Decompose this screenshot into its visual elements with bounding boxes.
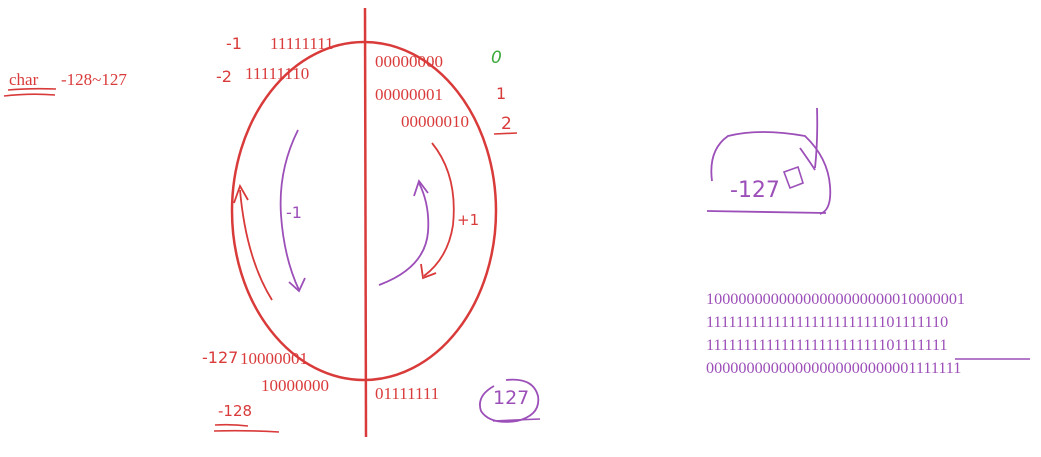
binary-row-3: 11111111111111111111111101111111 (706, 336, 948, 354)
bits-zero: 00000000 (375, 52, 443, 71)
label-one: 1 (496, 84, 507, 103)
bits-127: 01111111 (375, 384, 440, 403)
bits-minus2: 11111110 (245, 64, 310, 83)
label2-underline (493, 132, 518, 135)
char-underline-1 (7, 87, 57, 91)
left-red-arrow (239, 189, 273, 301)
label-minus1: -1 (226, 34, 242, 53)
center-divider-line (363, 7, 368, 438)
right-purple-arrow (378, 182, 430, 286)
binary-row-4: 00000000000000000000000001111111 (706, 359, 962, 377)
bits-minus127: 10000001 (240, 349, 308, 368)
char-keyword: char (9, 70, 39, 89)
left-decrement-arrowhead (288, 277, 306, 293)
right-purple-arrowhead (413, 179, 429, 197)
label-127: 127 (493, 387, 530, 409)
label-minus2: -2 (216, 67, 232, 86)
label-zero: 0 (491, 48, 502, 68)
box-note-label: -127 (730, 178, 780, 203)
minus128-underline-2 (213, 429, 280, 433)
minus128-underline-1 (214, 423, 249, 427)
box-connector (799, 147, 816, 171)
label-two: 2 (501, 114, 512, 134)
box-small-rect (782, 165, 804, 190)
box-stem (814, 107, 819, 169)
binary-block: 10000000000000000000000010000001 1111111… (706, 288, 965, 380)
label-minus128: -128 (218, 402, 253, 420)
circle-127-underline (492, 418, 541, 422)
left-arrow-label: -1 (286, 203, 302, 222)
char-underline-2 (3, 93, 56, 97)
bits-one: 00000001 (375, 85, 443, 104)
right-increment-arrow (423, 142, 455, 277)
binary-row-1: 10000000000000000000000010000001 (706, 290, 965, 308)
box-baseline (706, 210, 827, 214)
circle-127 (479, 378, 540, 423)
bits-minus1: 11111111 (270, 34, 334, 53)
bits-two: 00000010 (401, 112, 469, 131)
right-increment-arrowhead (420, 263, 437, 280)
right-arrow-label: +1 (457, 211, 480, 229)
left-decrement-arrow (279, 129, 300, 291)
label-minus127: -127 (202, 348, 239, 367)
bits-minus128: 10000000 (261, 376, 329, 395)
binary-row-2: 11111111111111111111111101111110 (706, 313, 949, 331)
char-range: -128~127 (61, 70, 127, 89)
box-outline (710, 131, 832, 215)
left-red-arrowhead (233, 183, 249, 204)
